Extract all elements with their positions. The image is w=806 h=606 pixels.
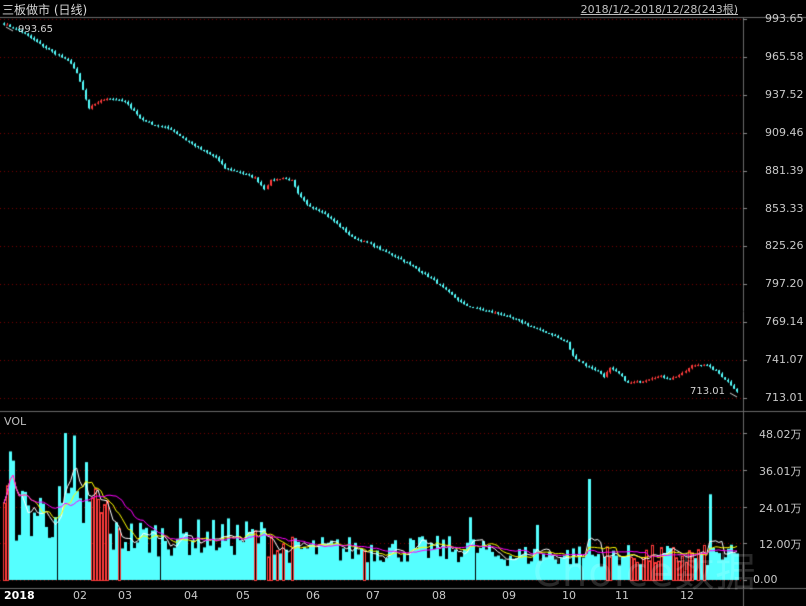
price-axis-tick: 909.46 <box>765 125 804 139</box>
volume-axis-tick: 0.00 <box>753 573 778 586</box>
month-tick: 05 <box>236 589 250 602</box>
volume-panel-title: VOL <box>4 415 27 428</box>
year-label: 2018 <box>4 589 35 602</box>
month-tick: 12 <box>680 589 694 602</box>
volume-axis-tick: 48.02万 <box>759 428 802 441</box>
volume-axis-tick: 24.01万 <box>759 501 802 515</box>
month-tick: 03 <box>118 589 132 602</box>
high-annotation: 993.65 <box>18 24 53 35</box>
price-axis-tick: 825.26 <box>765 239 804 253</box>
month-tick: 10 <box>562 589 576 602</box>
month-tick: 09 <box>502 589 516 602</box>
volume-axis-tick: 36.01万 <box>759 464 802 478</box>
price-axis-tick: 797.20 <box>765 277 804 291</box>
low-annotation: 713.01 <box>690 386 725 397</box>
price-axis-tick: 853.33 <box>765 201 804 215</box>
month-tick: 07 <box>366 589 380 602</box>
chart-title: 三板做市 (日线) <box>2 3 88 17</box>
month-tick: 11 <box>615 589 629 602</box>
month-tick: 02 <box>73 589 87 602</box>
month-tick: 06 <box>306 589 320 602</box>
month-tick: 08 <box>432 589 446 602</box>
price-axis-tick: 769.14 <box>765 315 804 329</box>
price-axis-tick: 713.01 <box>765 391 804 404</box>
watermark: Choice数据 <box>533 550 757 596</box>
price-axis-tick: 741.07 <box>765 353 804 367</box>
volume-axis-tick: 12.00万 <box>759 538 802 552</box>
price-axis-tick: 881.39 <box>765 163 804 177</box>
price-axis-tick: 993.65 <box>765 12 804 25</box>
price-axis-tick: 965.58 <box>765 49 804 63</box>
month-tick: 04 <box>184 589 198 602</box>
price-axis-tick: 937.52 <box>765 87 804 101</box>
date-range-link[interactable]: 2018/1/2-2018/12/28(243根) <box>580 3 738 16</box>
